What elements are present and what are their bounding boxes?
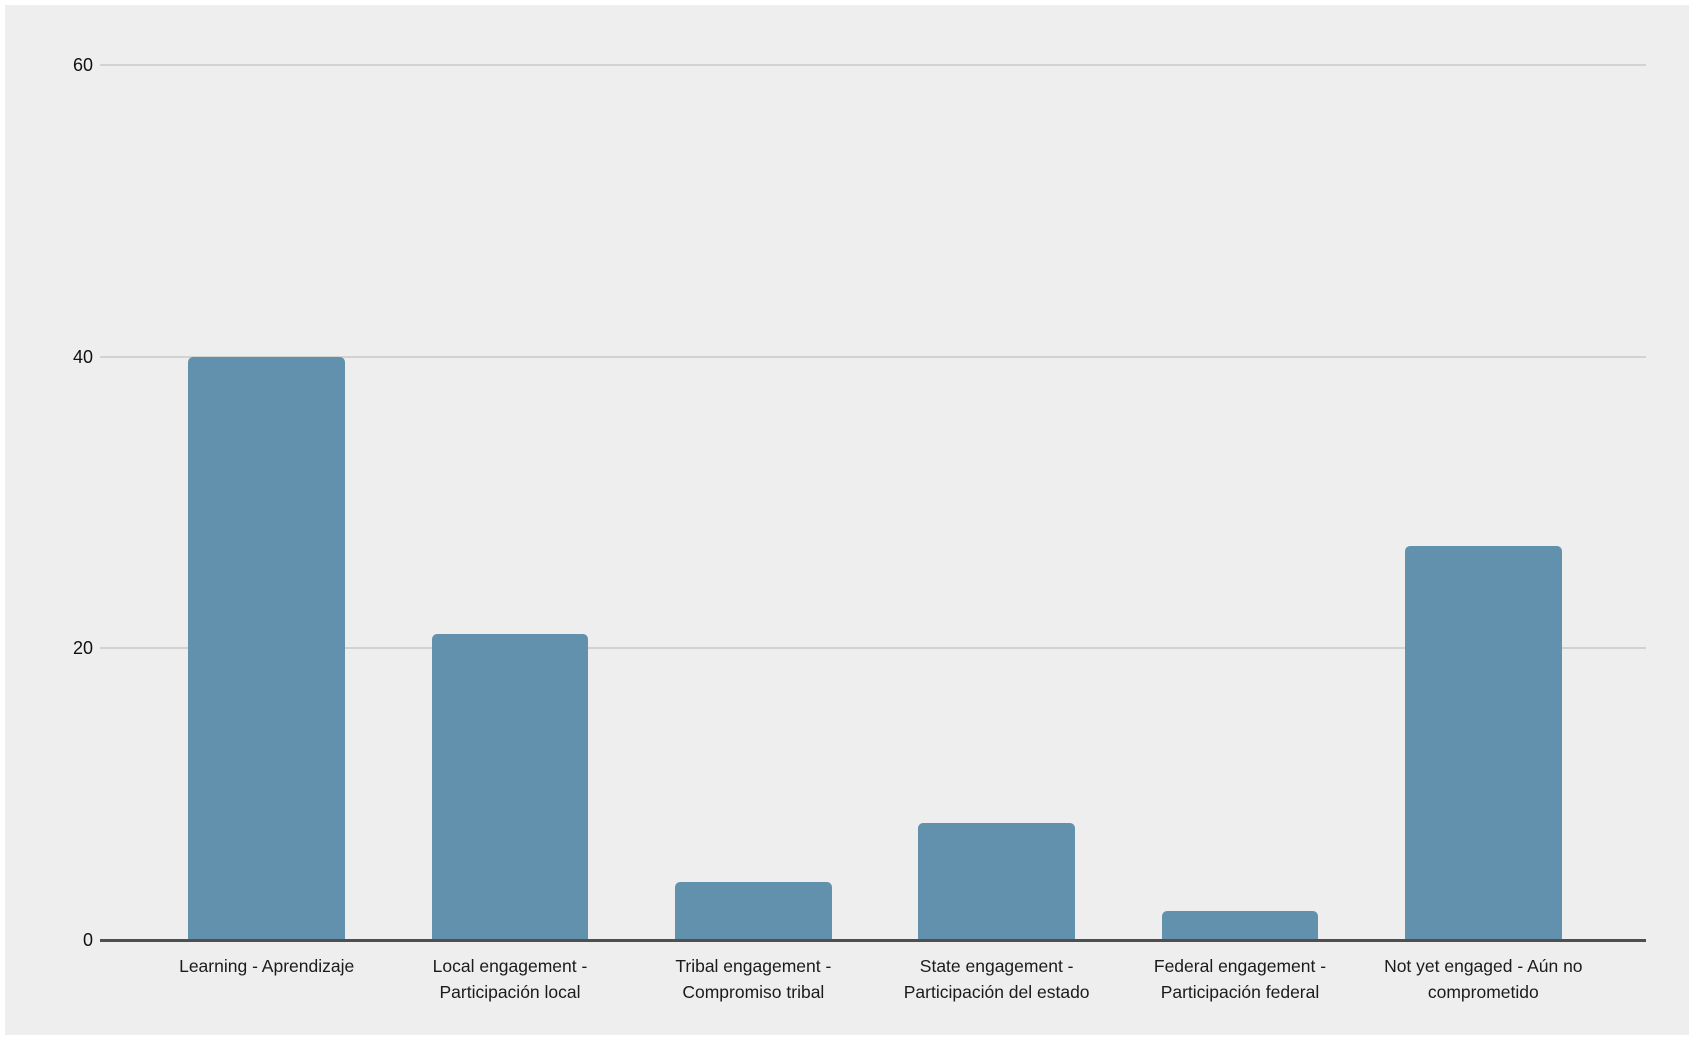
bar-4 — [918, 823, 1076, 940]
x-axis-label-3: Tribal engagement - Compromiso tribal — [675, 956, 832, 1002]
x-axis-label-5: Federal engagement - Participación feder… — [1153, 956, 1327, 1002]
bar-series — [145, 65, 1605, 940]
y-axis-tick-label-60: 60 — [72, 55, 93, 75]
gridline-60 — [100, 64, 1646, 66]
bar-column — [388, 65, 631, 940]
bar-column — [632, 65, 875, 940]
y-axis-tick-label-20: 20 — [72, 638, 93, 659]
plot-area: 60 40 20 0 Learning - Aprendizaje Local enga… — [5, 5, 1689, 1035]
bar-5 — [1161, 910, 1319, 940]
bar-column — [145, 65, 388, 940]
x-axis-label-1: Learning - Aprendizaje — [179, 956, 355, 976]
gridline-20 — [100, 647, 1646, 650]
bar-3 — [674, 881, 832, 940]
bar-column — [1118, 65, 1361, 940]
y-axis-tick-label-0: 0 — [82, 930, 93, 950]
y-axis-tick-label-40: 40 — [72, 346, 93, 367]
x-axis-label-4: State engagement - Participación del est… — [903, 956, 1090, 1002]
bar-column — [875, 65, 1118, 940]
bar-1 — [188, 356, 346, 940]
x-axis-baseline — [100, 939, 1646, 942]
bar-2 — [431, 633, 589, 940]
bar-6 — [1404, 546, 1562, 940]
x-axis-labels: Learning - Aprendizaje Local engagement -… — [145, 953, 1605, 1005]
x-axis-label-2: Local engagement - Participación local — [432, 956, 588, 1002]
gridline-40 — [100, 355, 1646, 358]
x-axis-label-6: Not yet engaged - Aún no comprometido — [1384, 956, 1583, 1002]
bar-column — [1362, 65, 1605, 940]
